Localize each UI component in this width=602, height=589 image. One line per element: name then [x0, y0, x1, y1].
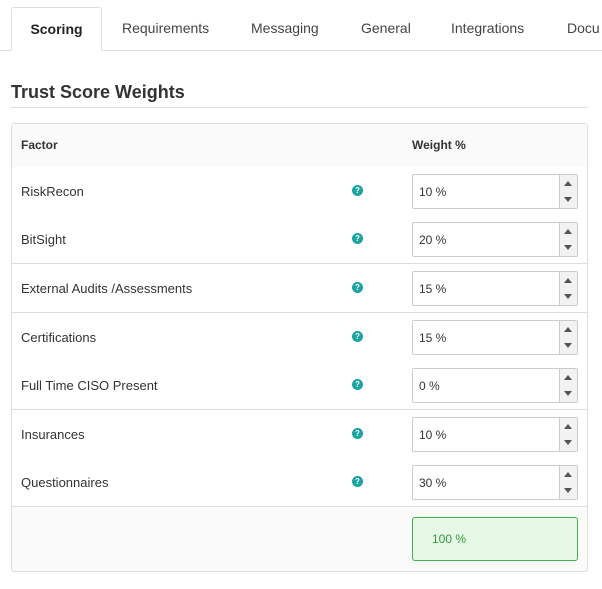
spin-up[interactable] — [564, 424, 572, 429]
weight-value: 10 % — [419, 185, 447, 199]
table-row: Questionnaires? 30 % — [12, 458, 587, 507]
spin-up[interactable] — [564, 472, 572, 477]
table-row: External Audits /Assessments? 15 % — [12, 264, 587, 313]
spin-down[interactable] — [564, 245, 572, 250]
spinner — [559, 321, 577, 354]
spin-down[interactable] — [564, 391, 572, 396]
help-icon[interactable]: ? — [352, 476, 363, 487]
spinner — [559, 272, 577, 305]
weight-value: 10 % — [419, 428, 447, 442]
spin-up[interactable] — [564, 181, 572, 186]
table-row: Full Time CISO Present? 0 % — [12, 361, 587, 410]
weight-value: 30 % — [419, 476, 447, 490]
factor-name: BitSight — [21, 232, 66, 247]
table-row: Certifications? 15 % — [12, 313, 587, 362]
factor-name: Certifications — [21, 330, 97, 345]
tab[interactable]: Integrations — [451, 20, 525, 36]
weight-value: 20 % — [419, 233, 447, 247]
tab[interactable]: General — [361, 20, 411, 36]
spin-up[interactable] — [564, 278, 572, 283]
spin-up[interactable] — [564, 229, 572, 234]
weight-input[interactable]: 20 % — [412, 222, 578, 257]
tab[interactable]: Docu — [567, 20, 600, 36]
spin-down[interactable] — [564, 294, 572, 299]
spinner — [559, 223, 577, 256]
weight-value: 15 % — [419, 282, 447, 296]
spin-down[interactable] — [564, 488, 572, 493]
tab[interactable]: Requirements — [122, 20, 210, 36]
tab[interactable]: Scoring — [11, 7, 102, 51]
help-icon[interactable]: ? — [352, 428, 363, 439]
tab-bar: Scoring Requirements Messaging General Integ… — [0, 0, 602, 51]
spin-down[interactable] — [564, 343, 572, 348]
divider — [11, 107, 588, 108]
column-header: Factor — [21, 138, 58, 152]
table-header: Factor Weight % — [12, 124, 587, 168]
weight-value: 15 % — [419, 331, 447, 345]
column-header: Weight % — [412, 138, 466, 152]
spin-down[interactable] — [564, 197, 572, 202]
spinner — [559, 369, 577, 402]
weight-value: 0 % — [419, 379, 440, 393]
help-icon[interactable]: ? — [352, 282, 363, 293]
spin-up[interactable] — [564, 375, 572, 380]
weights-table: Factor Weight % 100 % RiskRecon? 10 % BitS… — [11, 123, 588, 572]
factor-name: Full Time CISO Present — [21, 378, 158, 393]
help-icon[interactable]: ? — [352, 379, 363, 390]
spin-down[interactable] — [564, 440, 572, 445]
table-row: RiskRecon? 10 % — [12, 167, 587, 216]
spin-up[interactable] — [564, 327, 572, 332]
weight-input[interactable]: 15 % — [412, 320, 578, 355]
factor-name: RiskRecon — [21, 184, 84, 199]
factor-name: Questionnaires — [21, 475, 109, 490]
total-value: 100 % — [432, 532, 467, 546]
weight-input[interactable]: 15 % — [412, 271, 578, 306]
help-icon[interactable]: ? — [352, 331, 363, 342]
factor-name: Insurances — [21, 427, 85, 442]
total-box: 100 % — [412, 517, 578, 561]
table-row: Insurances? 10 % — [12, 410, 587, 459]
section-title: Trust Score Weights — [11, 82, 185, 102]
help-icon[interactable]: ? — [352, 185, 363, 196]
weight-input[interactable]: 10 % — [412, 174, 578, 209]
spinner — [559, 418, 577, 451]
weight-input[interactable]: 30 % — [412, 465, 578, 500]
help-icon[interactable]: ? — [352, 233, 363, 244]
spinner — [559, 466, 577, 499]
weight-input[interactable]: 0 % — [412, 368, 578, 403]
weight-input[interactable]: 10 % — [412, 417, 578, 452]
tab[interactable]: Messaging — [251, 20, 319, 36]
factor-name: External Audits /Assessments — [21, 281, 193, 296]
table-row: BitSight? 20 % — [12, 215, 587, 264]
spinner — [559, 175, 577, 208]
